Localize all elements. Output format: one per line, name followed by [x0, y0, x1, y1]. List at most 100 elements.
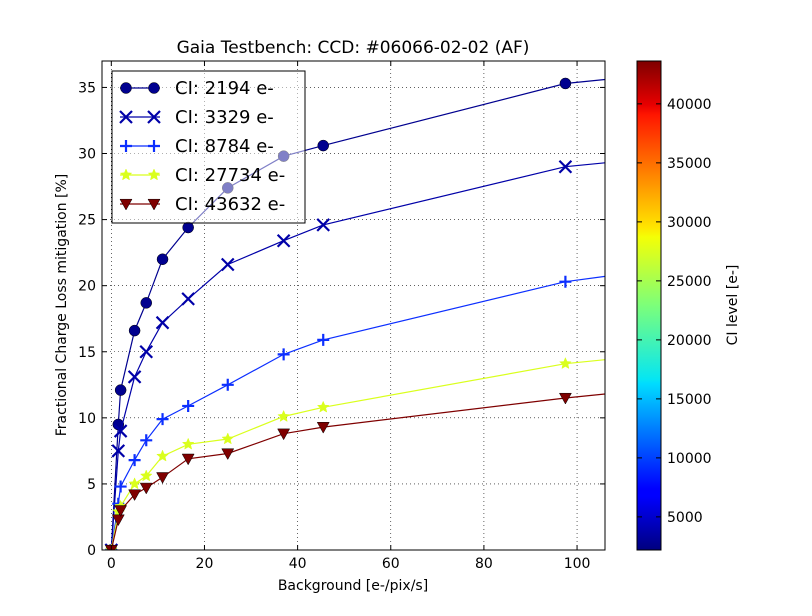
y-tick-label: 5	[87, 477, 96, 493]
legend-label: CI: 3329 e-	[175, 107, 274, 128]
data-point	[128, 454, 141, 467]
series-layer	[104, 77, 605, 550]
legend-marker	[147, 110, 161, 124]
chart-title: Gaia Testbench: CCD: #06066-02-02 (AF)	[177, 38, 530, 58]
grid-lines	[102, 61, 605, 551]
colorbar-tick-label: 15000	[667, 392, 712, 408]
y-tick-label: 0	[87, 543, 96, 559]
data-point	[182, 221, 194, 234]
legend-item: CI: 2194 e-	[120, 78, 274, 99]
data-point	[277, 348, 290, 361]
colorbar-label: CI level [e-]	[725, 265, 741, 346]
colorbar-tick-label: 10000	[667, 451, 712, 467]
legend-marker	[119, 110, 133, 124]
data-point	[139, 469, 153, 482]
colorbar-tick-label: 40000	[667, 97, 712, 113]
data-point	[316, 218, 331, 232]
colorbar-tick-label: 20000	[667, 333, 712, 349]
y-tick-label: 25	[78, 213, 96, 229]
data-point	[558, 159, 573, 174]
colorbar-tick-label: 25000	[667, 274, 712, 290]
data-point	[140, 434, 153, 447]
data-point	[276, 233, 291, 248]
data-point	[181, 437, 195, 450]
data-point	[182, 399, 195, 412]
series-3	[105, 275, 605, 550]
y-tick-label: 20	[78, 279, 96, 295]
data-point	[127, 370, 142, 384]
data-point	[140, 297, 152, 309]
data-point	[317, 139, 329, 152]
data-point	[156, 472, 169, 484]
plot-frame	[101, 60, 606, 551]
series-2	[104, 159, 605, 550]
x-axis-label: Background [e-/pix/s]	[278, 578, 428, 594]
axis-ticks: 0 20 40 60 80 100 0 5 10 15 20 25 30 35	[78, 61, 605, 572]
data-point	[317, 333, 330, 346]
data-point	[181, 453, 195, 466]
legend-label: CI: 43632 e-	[175, 194, 285, 215]
legend-marker	[119, 168, 133, 181]
colorbar-tick-label: 35000	[667, 156, 712, 172]
series-line	[110, 162, 605, 550]
colorbar: 500010000150002000025000300003500040000 …	[636, 60, 741, 551]
x-tick-label: 0	[107, 556, 116, 572]
x-tick-label: 100	[564, 556, 591, 572]
legend-marker	[120, 82, 132, 94]
legend-frame	[111, 70, 306, 224]
data-point	[559, 275, 572, 288]
x-tick-label: 20	[196, 556, 214, 572]
series-line	[110, 275, 605, 550]
data-point	[128, 489, 142, 502]
colorbar-tick-label: 5000	[667, 510, 703, 526]
data-point	[155, 315, 170, 330]
legend-item: CI: 27734 e-	[119, 165, 285, 186]
legend-marker	[147, 168, 161, 181]
series-5	[104, 392, 605, 550]
data-point	[114, 384, 127, 396]
x-tick-label: 80	[475, 556, 493, 572]
legend-marker	[147, 198, 161, 211]
data-point	[277, 428, 291, 441]
y-tick-label: 10	[78, 411, 96, 427]
y-tick-label: 15	[78, 345, 96, 361]
data-point	[181, 292, 195, 306]
data-point	[139, 344, 154, 359]
data-point	[559, 357, 572, 370]
data-point	[558, 392, 572, 405]
series-line	[110, 393, 605, 550]
data-point	[316, 400, 330, 413]
data-point	[114, 505, 128, 517]
legend-marker	[119, 198, 133, 211]
data-point	[220, 257, 235, 272]
colorbar-gradient	[636, 60, 662, 551]
legend: CI: 2194 e- CI: 3329 e- CI: 8784 e- CI: 277…	[111, 70, 306, 224]
data-point	[316, 422, 330, 434]
series-4	[104, 357, 605, 550]
data-point	[113, 424, 128, 438]
legend-label: CI: 8784 e-	[175, 136, 274, 157]
data-point	[221, 448, 235, 461]
legend-marker	[148, 82, 160, 94]
y-axis-label: Fractional Charge Loss mitigation [%]	[54, 174, 70, 437]
data-point	[139, 482, 153, 495]
data-point	[277, 409, 290, 422]
legend-label: CI: 27734 e-	[175, 165, 285, 186]
data-point	[156, 253, 169, 265]
legend-item: CI: 3329 e-	[119, 107, 274, 128]
data-point	[156, 413, 169, 426]
legend-marker	[120, 140, 132, 152]
data-point	[111, 444, 126, 458]
data-point	[128, 324, 141, 337]
legend-label: CI: 2194 e-	[175, 78, 274, 99]
data-point	[221, 378, 234, 391]
data-point	[114, 480, 127, 493]
legend-item: CI: 8784 e-	[120, 136, 274, 157]
y-tick-label: 30	[78, 147, 96, 163]
data-point	[128, 477, 141, 490]
legend-marker	[148, 140, 160, 152]
data-point	[156, 449, 169, 462]
x-tick-label: 60	[382, 556, 400, 572]
